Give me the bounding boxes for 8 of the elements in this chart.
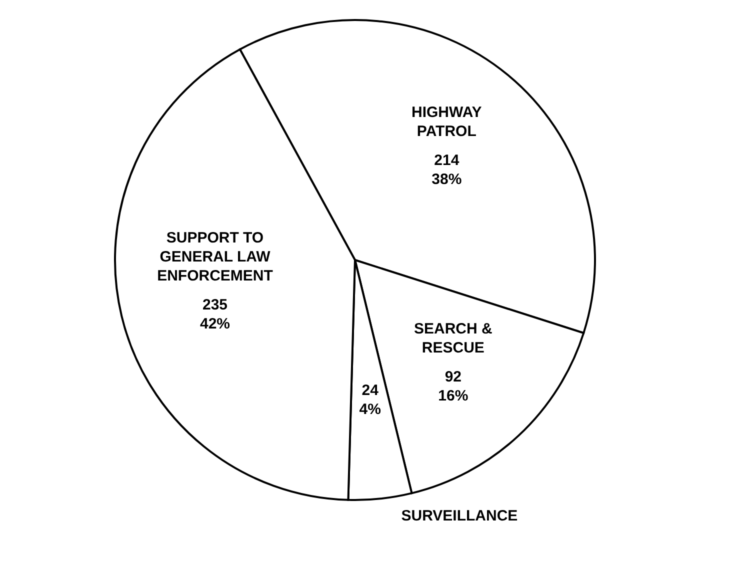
data-label: 235 42% xyxy=(200,296,230,333)
data-label: 214 38% xyxy=(432,152,462,188)
data-label: 92 16% xyxy=(438,368,468,404)
slice-label: HIGHWAY PATROL xyxy=(412,104,482,140)
slice-label: SUPPORT TO GENERAL LAW ENFORCEMENT xyxy=(157,230,273,285)
slice-label: SEARCH & RESCUE xyxy=(414,320,493,356)
slice-label: SURVEILLANCE xyxy=(401,508,518,525)
data-label: 24 4% xyxy=(359,382,381,418)
